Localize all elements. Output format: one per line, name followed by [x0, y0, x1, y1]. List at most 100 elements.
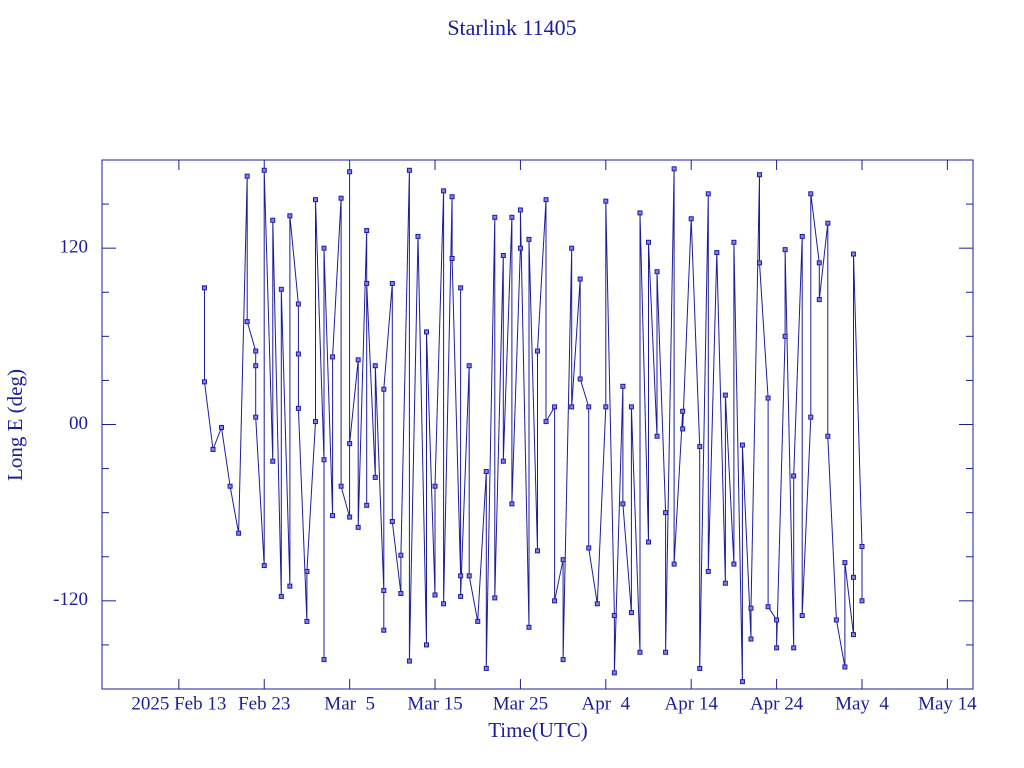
data-point: [295, 405, 301, 411]
data-point: [227, 483, 233, 489]
data-point: [389, 280, 395, 286]
data-point: [850, 632, 856, 638]
data-point: [646, 539, 652, 545]
data-point: [825, 433, 831, 439]
data-point: [364, 228, 370, 234]
data-point: [577, 376, 583, 382]
data-point: [859, 598, 865, 604]
y-tick-label: -120: [53, 589, 88, 610]
data-point: [816, 297, 822, 303]
data-point: [201, 285, 207, 291]
data-point: [483, 665, 489, 671]
data-point: [697, 444, 703, 450]
data-point: [705, 568, 711, 574]
data-point: [330, 354, 336, 360]
data-point: [466, 573, 472, 579]
data-point: [526, 236, 532, 242]
data-point: [364, 502, 370, 508]
data-point: [312, 197, 318, 203]
data-point: [833, 617, 839, 623]
data-point: [646, 239, 652, 245]
data-point: [458, 573, 464, 579]
data-point: [611, 670, 617, 676]
x-axis-label: Time(UTC): [488, 718, 588, 742]
data-point: [261, 563, 267, 569]
data-point: [586, 545, 592, 551]
data-point: [577, 276, 583, 282]
data-point: [791, 645, 797, 651]
data-point: [603, 404, 609, 410]
data-point: [808, 191, 814, 197]
data-point: [415, 233, 421, 239]
data-point: [850, 251, 856, 257]
data-point: [423, 642, 429, 648]
data-point: [765, 604, 771, 610]
data-point: [372, 474, 378, 480]
data-point: [560, 657, 566, 663]
data-point: [782, 247, 788, 253]
data-point: [688, 216, 694, 222]
data-point: [253, 414, 259, 420]
data-point: [244, 319, 250, 325]
data-point: [808, 414, 814, 420]
data-point: [347, 514, 353, 520]
data-point: [270, 217, 276, 223]
data-point: [500, 253, 506, 259]
data-point: [253, 348, 259, 354]
data-point: [398, 552, 404, 558]
data-point: [500, 458, 506, 464]
data-point: [722, 580, 728, 586]
data-point: [278, 286, 284, 292]
data-point: [219, 424, 225, 430]
data-point: [628, 404, 634, 410]
data-point: [261, 167, 267, 173]
data-point: [347, 169, 353, 175]
data-point: [816, 260, 822, 266]
data-point: [372, 363, 378, 369]
data-point: [569, 404, 575, 410]
data-point: [569, 245, 575, 251]
data-point: [449, 194, 455, 200]
data-point: [757, 260, 763, 266]
data-point: [492, 595, 498, 601]
data-point: [449, 255, 455, 261]
x-tick-label: 2025 Feb 13: [131, 693, 226, 714]
data-point: [483, 469, 489, 475]
data-point: [355, 357, 361, 363]
x-tick-label: Apr 24: [750, 693, 804, 714]
data-point: [842, 560, 848, 566]
data-point: [859, 543, 865, 549]
data-point: [774, 645, 780, 651]
data-point: [714, 250, 720, 256]
y-axis-label: Long E (deg): [3, 369, 27, 481]
data-point: [432, 592, 438, 598]
data-point: [611, 613, 617, 619]
data-point: [321, 245, 327, 251]
data-point: [697, 665, 703, 671]
data-point: [552, 598, 558, 604]
data-point: [654, 433, 660, 439]
data-point: [663, 649, 669, 655]
data-point: [680, 408, 686, 414]
data-point: [526, 624, 532, 630]
data-point: [782, 333, 788, 339]
data-point: [663, 510, 669, 516]
data-point: [312, 419, 318, 425]
chart-title: Starlink 11405: [447, 15, 576, 40]
data-point: [304, 618, 310, 624]
data-point: [321, 457, 327, 463]
data-point: [774, 617, 780, 623]
data-point: [731, 239, 737, 245]
data-point: [441, 188, 447, 194]
data-point: [850, 574, 856, 580]
data-point: [535, 348, 540, 354]
data-point: [432, 483, 438, 489]
data-point: [825, 220, 831, 226]
data-point: [560, 557, 566, 563]
data-point: [321, 657, 327, 663]
data-point: [739, 679, 745, 685]
data-point: [466, 363, 472, 369]
data-point: [748, 605, 754, 611]
data-point: [406, 167, 412, 173]
